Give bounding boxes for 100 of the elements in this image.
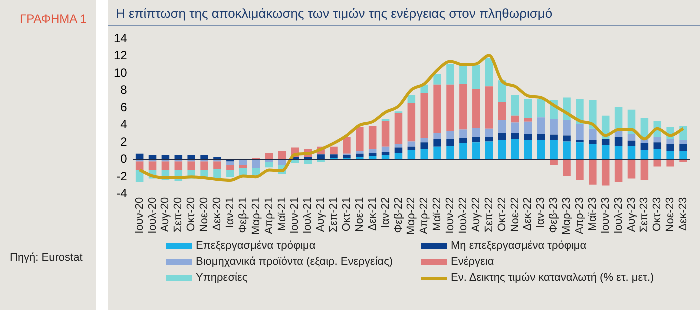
bar: [434, 133, 442, 140]
bar: [356, 151, 364, 154]
x-tick-label: Ιουν-23: [600, 197, 612, 234]
bar: [188, 162, 196, 170]
bar: [640, 143, 649, 150]
bar: [162, 156, 170, 159]
x-tick-label: Δεκ-22: [522, 197, 534, 231]
bar: [654, 137, 662, 143]
y-tick-label: 6: [120, 100, 128, 114]
bar: [654, 142, 662, 150]
x-tick-label: Φεβ-23: [548, 197, 560, 234]
bar: [356, 154, 364, 158]
x-tick-label: Ιουν-20: [134, 197, 146, 234]
y-tick-label: 0: [120, 152, 128, 166]
bar: [614, 137, 623, 146]
bar: [537, 140, 546, 160]
bar: [136, 162, 144, 170]
x-tick-label: Οκτ-23: [652, 197, 664, 232]
bar: [394, 152, 403, 160]
x-tick-label: Ιαν-21: [224, 197, 236, 228]
y-tick-label: 14: [114, 32, 128, 46]
bar: [602, 160, 610, 186]
x-tick-label: Νοε-22: [509, 197, 522, 232]
bar: [408, 150, 416, 160]
legend-label: Υπηρεσίες: [196, 272, 248, 284]
bar: [511, 116, 520, 123]
bar: [472, 128, 480, 138]
bar: [382, 121, 390, 147]
x-tick-label: Αυγ-20: [160, 197, 172, 232]
bar: [576, 124, 584, 140]
bar: [226, 165, 234, 170]
bar: [446, 139, 454, 146]
bar: [614, 160, 623, 182]
bar: [589, 128, 597, 140]
x-tick-label: Ιουλ-20: [146, 197, 159, 234]
bar: [472, 142, 480, 160]
legend-label: Επεξεργασμένα τρόφιμα: [196, 240, 316, 252]
y-tick-label: -2: [116, 169, 128, 184]
x-tick-label: Νοε-21: [354, 197, 366, 232]
bar: [330, 146, 338, 155]
bar: [356, 127, 364, 152]
bar: [537, 100, 546, 118]
chart-title: Η επίπτωση της αποκλιμάκωσης των τιμών της ενέργειας στον πληθωρισμό: [108, 0, 700, 26]
bar: [666, 139, 674, 144]
bar: [174, 162, 183, 170]
bar: [628, 160, 636, 179]
bar: [680, 140, 688, 144]
bar: [278, 151, 286, 159]
bar: [524, 122, 532, 134]
bar: [498, 102, 506, 120]
bar: [446, 131, 454, 140]
bar: [394, 113, 403, 144]
bar: [524, 100, 532, 118]
bar: [614, 146, 623, 160]
bar: [408, 102, 416, 142]
bar: [174, 156, 183, 159]
bar: [602, 139, 610, 146]
bar: [460, 84, 468, 130]
bar: [498, 133, 506, 140]
bar: [265, 152, 274, 159]
bar: [240, 168, 248, 176]
bar: [226, 162, 234, 166]
bar: [589, 144, 597, 160]
bar: [640, 160, 649, 181]
bar: [162, 162, 170, 170]
y-tick-label: 12: [114, 48, 128, 63]
bar: [420, 142, 429, 150]
bar: [136, 154, 144, 159]
bar: [188, 156, 196, 159]
bar: [537, 134, 546, 140]
bar: [666, 144, 674, 152]
x-tick-label: Μαϊ-22: [432, 197, 444, 232]
bar: [628, 140, 636, 146]
bar: [446, 64, 454, 85]
x-tick-label: Σεπ-22: [483, 197, 496, 233]
bar: [511, 133, 520, 140]
bar: [214, 162, 222, 170]
bar: [420, 150, 429, 160]
bar: [460, 130, 468, 138]
x-tick-label: Απρ-22: [418, 197, 431, 234]
bar: [628, 146, 636, 160]
bar: [576, 140, 584, 143]
x-tick-label: Ιουν-22: [444, 197, 457, 234]
bar: [368, 150, 377, 153]
x-tick-label: Ιουν-21: [289, 197, 302, 234]
bar: [666, 151, 674, 160]
bar: [434, 146, 442, 160]
x-tick-label: Φεβ-22: [392, 197, 405, 234]
bar: [524, 118, 532, 122]
bar: [654, 150, 662, 160]
bar: [434, 139, 442, 147]
bar: [434, 84, 442, 134]
bar: [408, 146, 416, 150]
bar: [524, 140, 532, 160]
bar: [408, 142, 416, 147]
x-tick-label: Δεκ-20: [212, 197, 224, 231]
bar: [382, 146, 390, 152]
x-tick-label: Οκτ-22: [496, 197, 508, 232]
x-tick-label: Ιουλ-22: [457, 197, 470, 234]
text: Πηγή: Eurostat: [10, 252, 83, 264]
